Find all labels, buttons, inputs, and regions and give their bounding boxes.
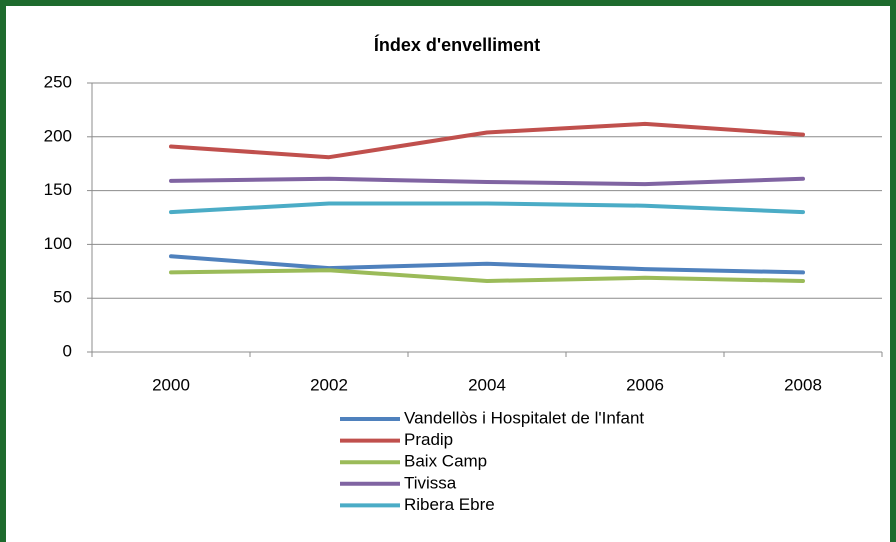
chart-title: Índex d'envelliment	[374, 34, 540, 55]
legend-label: Pradip	[404, 430, 453, 449]
legend-label: Vandellòs i Hospitalet de l'Infant	[404, 408, 644, 427]
x-tick-label: 2002	[310, 375, 348, 394]
series-line	[169, 268, 805, 283]
y-tick-label: 150	[44, 180, 72, 199]
series-line	[169, 254, 805, 275]
y-tick-label: 100	[44, 234, 72, 253]
x-tick-label: 2000	[152, 375, 190, 394]
series-line	[169, 121, 805, 160]
legend-label: Ribera Ebre	[404, 495, 495, 514]
y-tick-label: 250	[44, 72, 72, 91]
y-tick-label: 200	[44, 126, 72, 145]
y-tick-label: 50	[53, 288, 72, 307]
series-line	[169, 201, 805, 215]
legend-label: Baix Camp	[404, 452, 487, 471]
x-tick-label: 2004	[468, 375, 506, 394]
x-tick-label: 2006	[626, 375, 664, 394]
x-tick-label: 2008	[784, 375, 822, 394]
legend-label: Tivissa	[404, 473, 457, 492]
y-tick-label: 0	[63, 341, 72, 360]
series-line	[169, 176, 805, 187]
